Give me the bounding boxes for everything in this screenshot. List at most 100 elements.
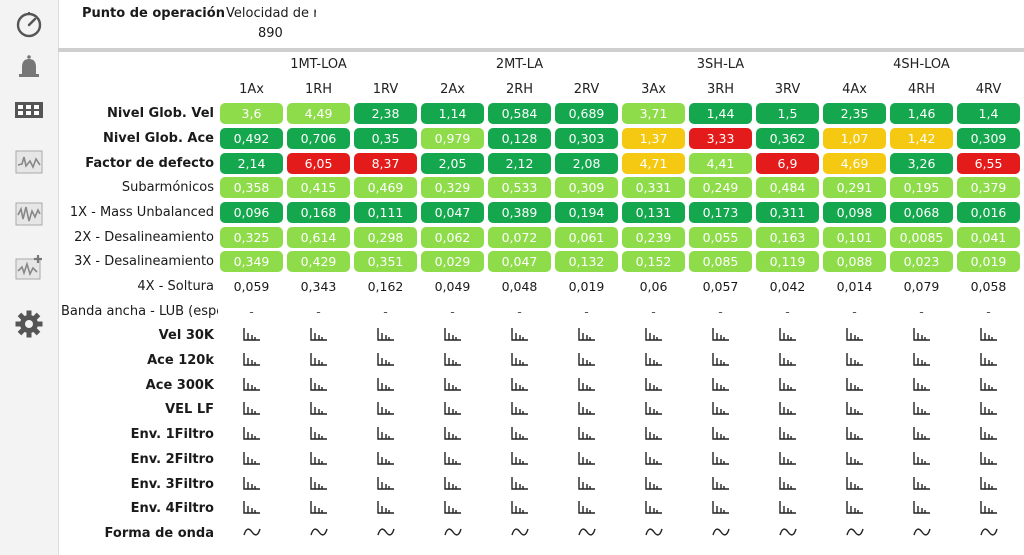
value-pill[interactable]: 4,69 [823,152,886,174]
plot-cell[interactable] [419,324,486,349]
waveform-plot-icon[interactable] [912,525,931,542]
plot-cell[interactable] [620,398,687,423]
spectrum-plot-icon[interactable] [711,352,730,369]
spectrum-plot-icon[interactable] [711,500,730,517]
value-cell[interactable]: 0,0085 [888,225,955,250]
plot-cell[interactable] [888,324,955,349]
spectrum-plot-icon[interactable] [510,451,529,468]
value-pill[interactable]: 1,44 [689,103,752,125]
value-cell[interactable]: 0,047 [419,200,486,225]
spectrum-plot-icon[interactable] [778,426,797,443]
spectrum-plot-icon[interactable] [778,352,797,369]
value-cell[interactable]: 0,35 [352,126,419,151]
value-cell[interactable]: 4,49 [285,101,352,126]
spectrum-plot-icon[interactable] [577,451,596,468]
spectrum-plot-icon[interactable] [309,451,328,468]
plot-cell[interactable] [821,324,888,349]
plot-cell[interactable] [620,521,687,546]
value-cell[interactable]: 2,12 [486,151,553,176]
spectrum-plot-icon[interactable] [443,327,462,344]
value-cell[interactable]: 8,37 [352,151,419,176]
value-pill[interactable]: 0,062 [421,226,484,248]
gauge-button[interactable] [13,8,45,40]
plot-cell[interactable] [553,398,620,423]
spectrum-plot-icon[interactable] [845,426,864,443]
spectrum-plot-icon[interactable] [711,377,730,394]
value-pill[interactable]: 0,019 [957,251,1020,273]
plot-cell[interactable] [888,422,955,447]
plot-cell[interactable] [218,348,285,373]
spectrum-plot-icon[interactable] [242,352,261,369]
waveform-plot-icon[interactable] [309,525,328,542]
value-cell[interactable]: - [285,299,352,324]
spectrum-plot-icon[interactable] [443,352,462,369]
plot-cell[interactable] [419,472,486,497]
spectrum-plot-icon[interactable] [778,377,797,394]
value-cell[interactable]: 0,329 [419,175,486,200]
plot-cell[interactable] [419,521,486,546]
plot-cell[interactable] [218,324,285,349]
plot-cell[interactable] [754,348,821,373]
spectrum-plot-icon[interactable] [577,401,596,418]
plot-cell[interactable] [218,447,285,472]
value-cell[interactable]: 0,068 [888,200,955,225]
spectrum-plot-icon[interactable] [376,500,395,517]
value-cell[interactable]: 0,072 [486,225,553,250]
value-pill[interactable]: 1,46 [890,103,953,125]
spectrum-plot-icon[interactable] [711,451,730,468]
waveform-plot-icon[interactable] [443,525,462,542]
spectrum-plot-icon[interactable] [845,327,864,344]
value-pill[interactable]: 0,492 [220,127,283,149]
spectrum-plot-icon[interactable] [443,401,462,418]
value-cell[interactable]: 0,101 [821,225,888,250]
value-cell[interactable]: 4,41 [687,151,754,176]
value-cell[interactable]: 0,016 [955,200,1022,225]
value-pill[interactable]: 0,484 [756,177,819,199]
plot-cell[interactable] [218,472,285,497]
spectrum-plot-icon[interactable] [912,327,931,344]
value-pill[interactable]: 0,152 [622,251,685,273]
spectrum-plot-icon[interactable] [644,451,663,468]
spectrum-plot-icon[interactable] [644,500,663,517]
plot-cell[interactable] [352,398,419,423]
value-pill[interactable]: 2,12 [488,152,551,174]
plot-cell[interactable] [486,324,553,349]
value-cell[interactable]: 0,119 [754,250,821,275]
value-pill[interactable]: 0,119 [756,251,819,273]
spectrum-plot-icon[interactable] [979,476,998,493]
value-cell[interactable]: 0,057 [687,274,754,299]
value-cell[interactable]: 0,429 [285,250,352,275]
value-cell[interactable]: 0,019 [955,250,1022,275]
value-cell[interactable]: 0,055 [687,225,754,250]
value-cell[interactable]: - [553,299,620,324]
value-cell[interactable]: 0,249 [687,175,754,200]
value-pill[interactable]: 0,533 [488,177,551,199]
value-pill[interactable]: 0,132 [555,251,618,273]
value-pill[interactable]: 0,303 [555,127,618,149]
spectrum-plot-icon[interactable] [912,426,931,443]
value-cell[interactable]: - [419,299,486,324]
plot-cell[interactable] [553,348,620,373]
spectrum-plot-icon[interactable] [644,352,663,369]
value-cell[interactable]: 0,325 [218,225,285,250]
spectrum-plot-icon[interactable] [644,476,663,493]
plot-cell[interactable] [687,496,754,521]
value-cell[interactable]: - [352,299,419,324]
plot-cell[interactable] [754,447,821,472]
spectrum-plot-icon[interactable] [979,327,998,344]
plot-cell[interactable] [821,447,888,472]
value-cell[interactable]: 0,019 [553,274,620,299]
spectrum-plot-icon[interactable] [711,401,730,418]
spectrum-plot-icon[interactable] [242,500,261,517]
spectrum-plot-icon[interactable] [912,352,931,369]
plot-cell[interactable] [821,472,888,497]
value-cell[interactable]: 0,584 [486,101,553,126]
plot-cell[interactable] [754,472,821,497]
plot-cell[interactable] [955,348,1022,373]
plot-cell[interactable] [553,521,620,546]
value-cell[interactable]: 0,062 [419,225,486,250]
spectrum-button[interactable] [13,146,45,178]
settings-button[interactable] [13,308,45,340]
value-pill[interactable]: 0,35 [354,127,417,149]
spectrum-plot-icon[interactable] [443,500,462,517]
